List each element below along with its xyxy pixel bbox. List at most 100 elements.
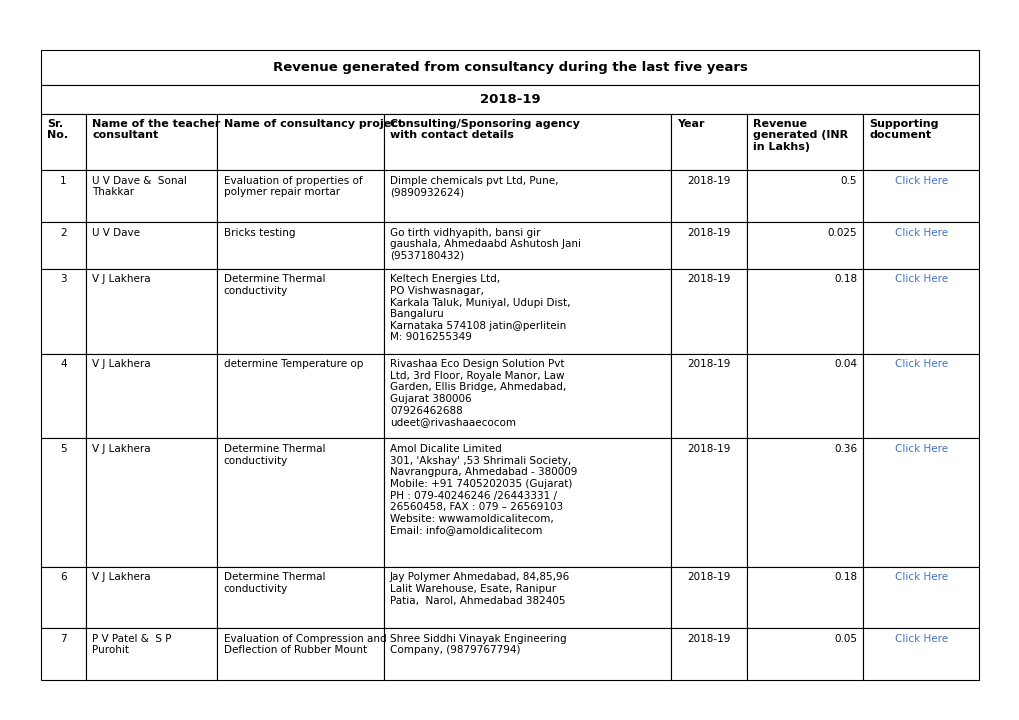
Bar [671, 222, 746, 269]
Text: Name of the teacher
consultant: Name of the teacher consultant [93, 119, 220, 140]
Text: V J Lakhera: V J Lakhera [93, 359, 151, 369]
Bar [41, 269, 87, 354]
Text: 1: 1 [60, 176, 67, 186]
Text: 0.05: 0.05 [834, 634, 856, 644]
Text: 0.18: 0.18 [834, 572, 856, 582]
Bar [862, 438, 978, 567]
Bar [41, 85, 978, 114]
Bar [41, 50, 978, 85]
Bar [41, 170, 87, 222]
Text: 2018-19: 2018-19 [687, 359, 731, 369]
Bar [217, 438, 383, 567]
Text: Click Here: Click Here [894, 634, 947, 644]
Text: U V Dave: U V Dave [93, 228, 141, 238]
Text: 2018-19: 2018-19 [687, 634, 731, 644]
Text: Shree Siddhi Vinayak Engineering
Company, (9879767794): Shree Siddhi Vinayak Engineering Company… [389, 634, 567, 655]
Text: Dimple chemicals pvt Ltd, Pune,
(9890932624): Dimple chemicals pvt Ltd, Pune, (9890932… [389, 176, 558, 197]
Text: 4: 4 [60, 359, 67, 369]
Bar [383, 114, 671, 170]
Bar [671, 114, 746, 170]
Text: Rivashaa Eco Design Solution Pvt
Ltd, 3rd Floor, Royale Manor, Law
Garden, Ellis: Rivashaa Eco Design Solution Pvt Ltd, 3r… [389, 359, 566, 427]
Text: Determine Thermal
conductivity: Determine Thermal conductivity [223, 572, 325, 594]
Bar [87, 269, 217, 354]
Text: 0.025: 0.025 [826, 228, 856, 238]
Bar [383, 354, 671, 438]
Text: 2018-19: 2018-19 [687, 176, 731, 186]
Text: Click Here: Click Here [894, 228, 947, 238]
Bar [746, 438, 862, 567]
Text: 0.04: 0.04 [834, 359, 856, 369]
Text: Go tirth vidhyapith, bansi gir
gaushala, Ahmedaabd Ashutosh Jani
(9537180432): Go tirth vidhyapith, bansi gir gaushala,… [389, 228, 581, 261]
Bar [746, 269, 862, 354]
Text: U V Dave &  Sonal
Thakkar: U V Dave & Sonal Thakkar [93, 176, 187, 197]
Bar [746, 114, 862, 170]
Bar [217, 269, 383, 354]
Text: P V Patel &  S P
Purohit: P V Patel & S P Purohit [93, 634, 171, 655]
Bar [671, 438, 746, 567]
Bar [862, 222, 978, 269]
Text: determine Temperature op: determine Temperature op [223, 359, 363, 369]
Text: 2018-19: 2018-19 [687, 228, 731, 238]
Bar [746, 170, 862, 222]
Text: Consulting/Sponsoring agency
with contact details: Consulting/Sponsoring agency with contac… [389, 119, 579, 140]
Text: Supporting
document: Supporting document [868, 119, 937, 140]
Bar [671, 628, 746, 680]
Text: Jay Polymer Ahmedabad, 84,85,96
Lalit Warehouse, Esate, Ranipur
Patia,  Narol, A: Jay Polymer Ahmedabad, 84,85,96 Lalit Wa… [389, 572, 570, 606]
Bar [383, 269, 671, 354]
Bar [217, 628, 383, 680]
Text: Determine Thermal
conductivity: Determine Thermal conductivity [223, 274, 325, 296]
Bar [862, 114, 978, 170]
Text: 2018-19: 2018-19 [687, 444, 731, 454]
Bar [671, 354, 746, 438]
Text: Name of consultancy project: Name of consultancy project [223, 119, 403, 129]
Bar [41, 114, 87, 170]
Text: Year: Year [677, 119, 704, 129]
Text: 6: 6 [60, 572, 67, 582]
Text: 5: 5 [60, 444, 67, 454]
Text: 2: 2 [60, 228, 67, 238]
Bar [41, 628, 87, 680]
Text: Click Here: Click Here [894, 359, 947, 369]
Bar [746, 222, 862, 269]
Bar [862, 269, 978, 354]
Bar [41, 438, 87, 567]
Text: Evaluation of properties of
polymer repair mortar: Evaluation of properties of polymer repa… [223, 176, 362, 197]
Bar [383, 628, 671, 680]
Bar [41, 354, 87, 438]
Text: Determine Thermal
conductivity: Determine Thermal conductivity [223, 444, 325, 466]
Bar [87, 438, 217, 567]
Bar [87, 567, 217, 628]
Bar [41, 567, 87, 628]
Bar [862, 628, 978, 680]
Text: 2018-19: 2018-19 [687, 572, 731, 582]
Text: 0.36: 0.36 [834, 444, 856, 454]
Text: Click Here: Click Here [894, 274, 947, 284]
Bar [383, 222, 671, 269]
Bar [87, 222, 217, 269]
Bar [41, 222, 87, 269]
Bar [87, 114, 217, 170]
Bar [217, 114, 383, 170]
Text: Click Here: Click Here [894, 572, 947, 582]
Text: Click Here: Click Here [894, 444, 947, 454]
Text: 3: 3 [60, 274, 67, 284]
Text: Revenue
generated (INR
in Lakhs): Revenue generated (INR in Lakhs) [752, 119, 848, 152]
Bar [217, 222, 383, 269]
Bar [746, 354, 862, 438]
Bar [383, 170, 671, 222]
Bar [862, 170, 978, 222]
Text: V J Lakhera: V J Lakhera [93, 274, 151, 284]
Bar [746, 567, 862, 628]
Text: 0.18: 0.18 [834, 274, 856, 284]
Bar [217, 567, 383, 628]
Text: Keltech Energies Ltd,
PO Vishwasnagar,
Karkala Taluk, Muniyal, Udupi Dist,
Banga: Keltech Energies Ltd, PO Vishwasnagar, K… [389, 274, 570, 342]
Text: V J Lakhera: V J Lakhera [93, 572, 151, 582]
Bar [746, 628, 862, 680]
Text: Click Here: Click Here [894, 176, 947, 186]
Bar [383, 438, 671, 567]
Bar [87, 170, 217, 222]
Bar [671, 269, 746, 354]
Bar [671, 567, 746, 628]
Text: Sr.
No.: Sr. No. [47, 119, 68, 140]
Text: 7: 7 [60, 634, 67, 644]
